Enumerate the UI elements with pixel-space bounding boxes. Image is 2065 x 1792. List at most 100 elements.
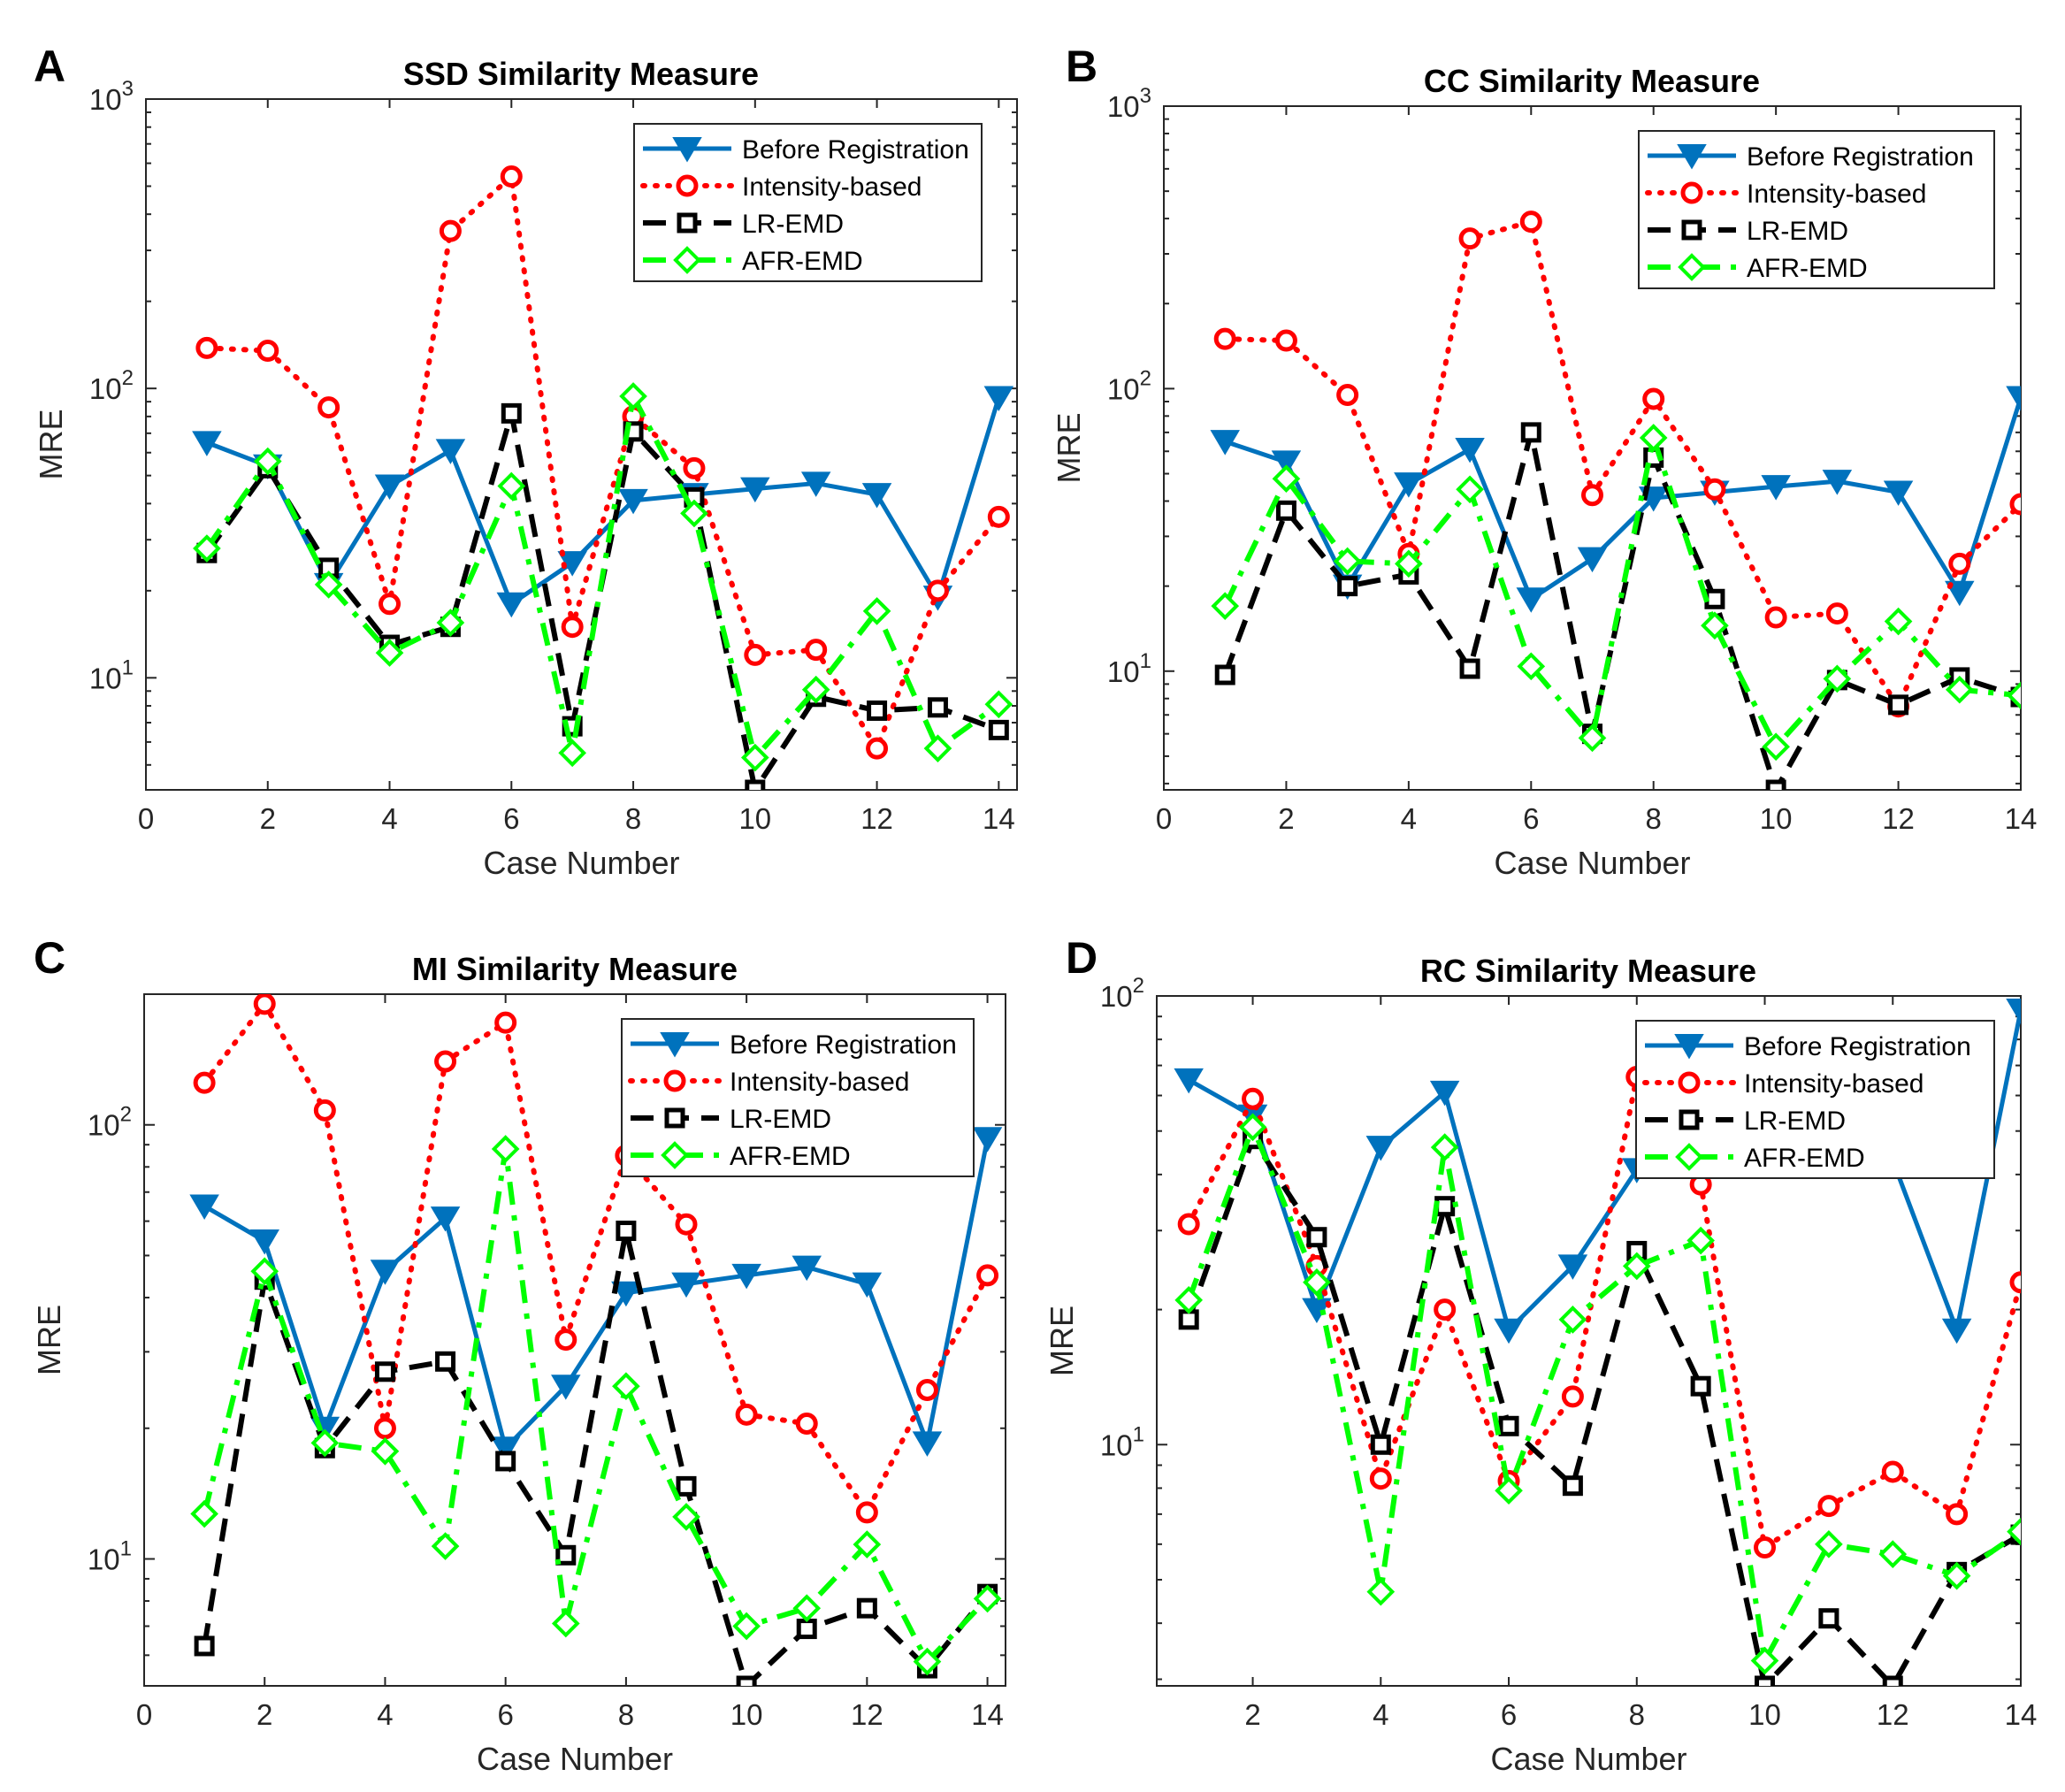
data-point [1210,430,1240,456]
data-point [1494,1318,1524,1344]
data-point [1704,588,1725,609]
data-point [310,1428,340,1458]
data-point [1459,658,1480,679]
data-point [1174,1068,1204,1094]
data-point [1370,1434,1391,1455]
data-point [1762,732,1790,762]
data-point [1755,1675,1776,1686]
legend-marker [673,246,701,274]
data-point [792,1594,822,1623]
y-tick-label: 102 [89,366,134,405]
data-point [379,593,402,616]
series-line-intensity-based [1186,1074,2021,1551]
data-point [1369,1467,1392,1490]
data-point [1622,1252,1651,1281]
legend-marker [1674,1034,1704,1060]
data-point [1822,470,1853,495]
chart-title: RC Similarity Measure [1420,953,1756,989]
data-point [856,1597,877,1619]
data-point [1177,1213,1200,1236]
data-point [983,386,1014,411]
data-point [2007,1517,2021,1546]
data-point [1750,1646,1779,1675]
data-point [558,739,586,768]
x-tick-label: 8 [618,1698,634,1731]
data-point [497,471,526,501]
data-point [1878,1540,1908,1568]
series-line-intensity-based [1222,218,2021,709]
x-tick-label: 10 [1760,802,1793,835]
data-point [501,402,522,424]
panel-a: A SSD Similarity Measure 0 2 4 6 8 10 12 14 101 102… [33,42,1018,881]
y-tick-label: 101 [89,655,134,694]
data-point [2009,493,2021,516]
x-axis-label: Case Number [483,845,679,881]
y-axis-label: MRE [1051,413,1087,484]
data-point [866,737,889,760]
data-point [672,1503,700,1531]
x-tick-label: 4 [1373,1698,1388,1731]
data-point [1639,424,1668,452]
data-point [1703,478,1726,501]
data-point [912,1431,943,1457]
panel-label: D [1066,933,1098,983]
data-point [555,1544,577,1566]
data-point [1558,1306,1587,1334]
data-point [2006,386,2021,411]
data-point [496,592,527,618]
panel-label: B [1066,42,1098,91]
data-point [314,571,343,599]
x-tick-label: 10 [1748,1698,1781,1731]
data-point [680,499,708,528]
data-point [1456,475,1484,504]
data-point [192,431,222,456]
data-point [736,1675,757,1686]
data-point [193,534,221,563]
x-tick-label: 0 [136,1698,152,1731]
x-tick-label: 4 [1401,802,1417,835]
data-point [1557,1254,1588,1280]
y-tick-label: 103 [89,77,134,116]
legend-label: AFR-EMD [742,247,863,276]
legend-marker [661,1141,689,1169]
data-point [740,743,769,772]
x-tick-label: 14 [983,802,1015,835]
data-point [1306,1227,1327,1248]
data-point [612,1372,640,1401]
legend-marker [1679,1109,1700,1130]
x-tick-label: 6 [503,802,519,835]
data-point [1211,592,1240,621]
series-group [1174,998,2021,1686]
data-point [1948,552,1971,575]
data-point [1366,1577,1396,1606]
data-point [1577,547,1608,573]
data-point [731,1263,761,1290]
data-point [374,1361,395,1382]
data-point [1271,450,1302,476]
series-group [1210,211,2021,790]
data-point [984,690,1013,719]
data-point [431,1532,460,1560]
data-point [683,456,706,479]
data-point [792,1255,822,1282]
x-tick-label: 6 [1501,1698,1517,1731]
data-point [1242,1087,1265,1110]
data-point [618,488,648,515]
legend-label: LR-EMD [730,1105,831,1134]
legend-label: Intensity-based [1747,180,1926,209]
data-point [313,1099,336,1122]
x-tick-label: 10 [738,802,771,835]
data-point [1394,472,1424,498]
data-point [1818,1608,1839,1629]
data-point [2009,1271,2021,1294]
data-point [1519,211,1542,234]
x-tick-label: 6 [1523,802,1539,835]
data-point [1274,329,1297,352]
data-point [853,1530,882,1558]
data-point [435,439,466,464]
data-point [194,1635,215,1657]
data-point [805,639,828,662]
data-point [744,643,767,666]
data-point [375,639,404,667]
data-point [867,700,888,721]
